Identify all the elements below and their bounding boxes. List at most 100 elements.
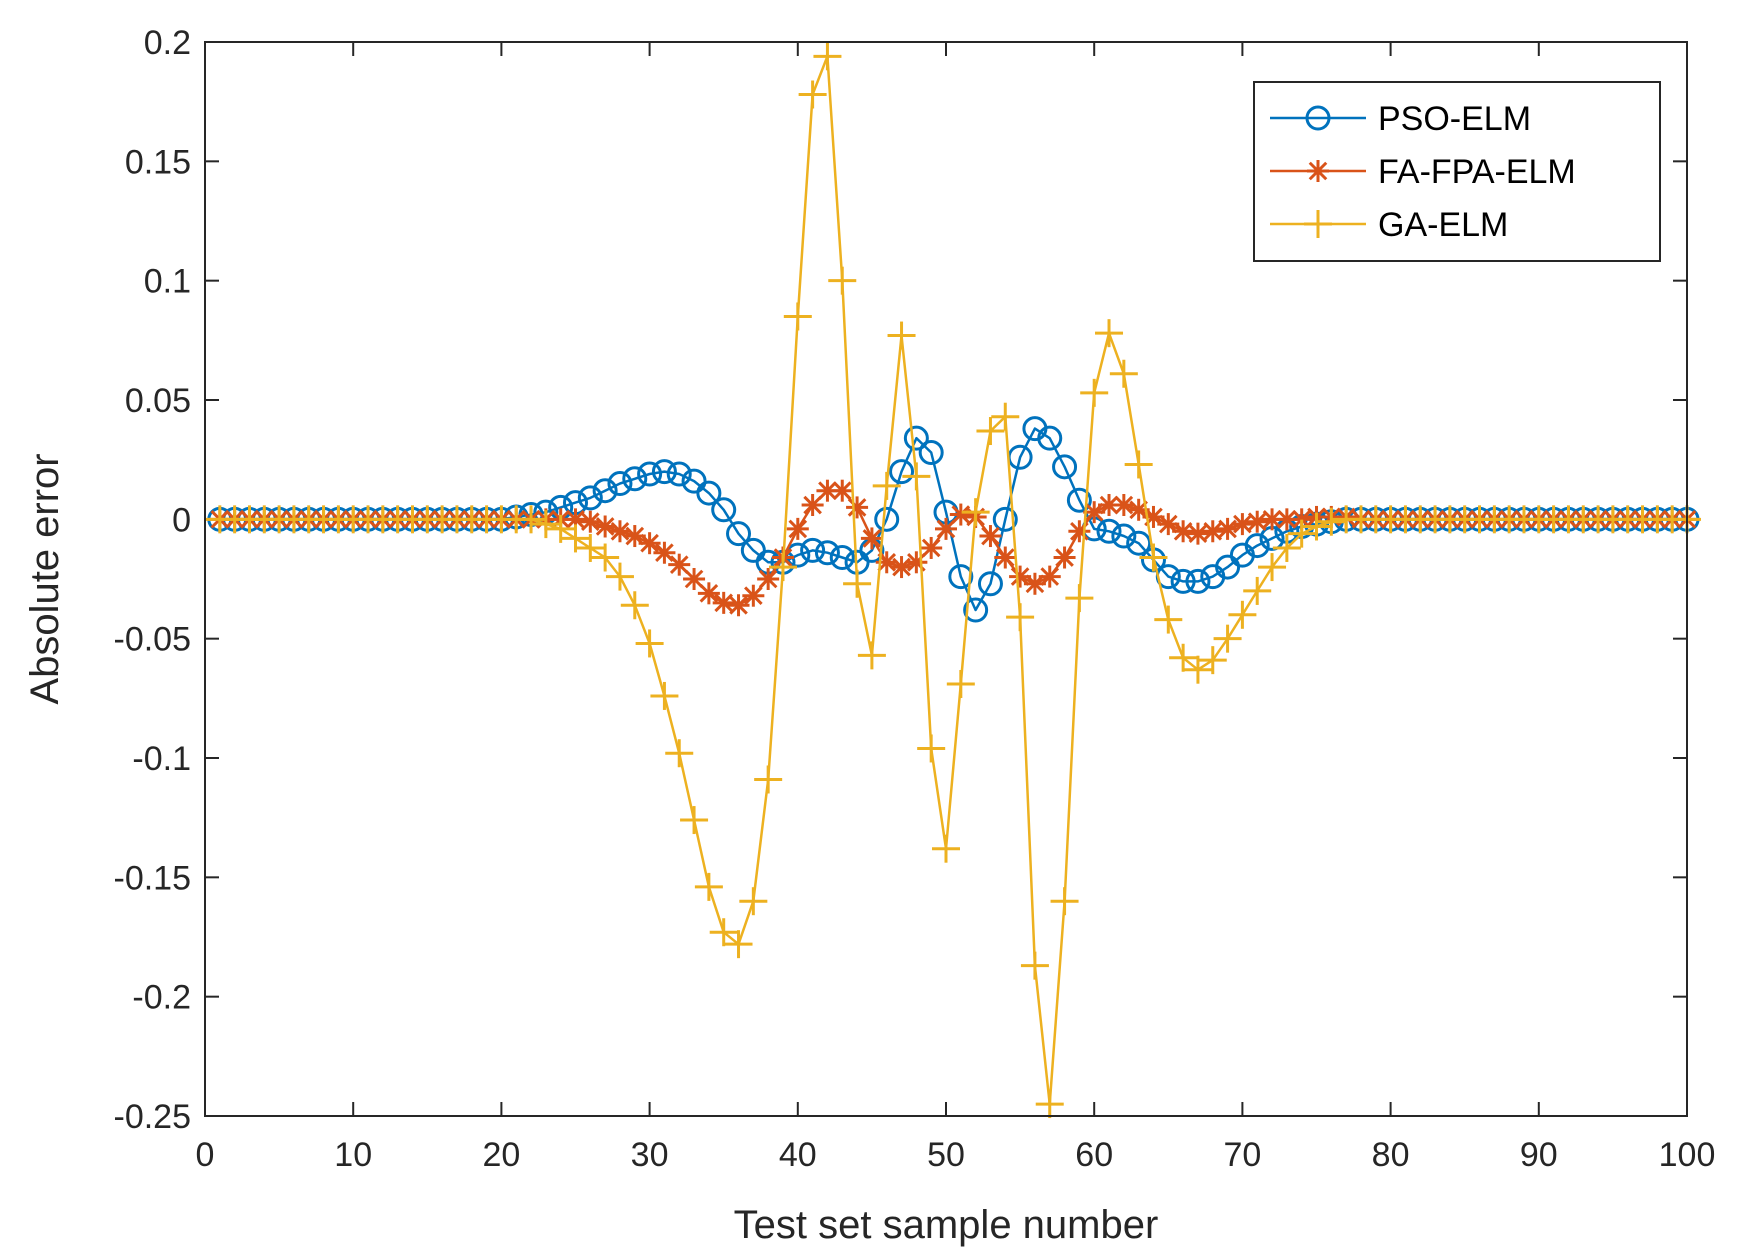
data-point-pso-elm bbox=[1066, 487, 1092, 513]
data-point-fa-fpa-elm bbox=[1098, 494, 1121, 517]
series-ga-elm bbox=[205, 42, 1701, 1119]
data-point-ga-elm bbox=[1006, 603, 1035, 632]
series-layer bbox=[205, 42, 1701, 1119]
y-axis-title: Absolute error bbox=[23, 453, 67, 704]
data-point-fa-fpa-elm bbox=[727, 594, 750, 617]
y-tick-label: -0.25 bbox=[114, 1098, 192, 1136]
asterisk-stroke bbox=[803, 495, 822, 515]
data-point-pso-elm bbox=[963, 597, 989, 623]
asterisk-stroke bbox=[1233, 514, 1252, 534]
data-point-pso-elm bbox=[992, 506, 1018, 532]
data-point-fa-fpa-elm bbox=[712, 591, 735, 614]
data-point-pso-elm bbox=[903, 425, 929, 451]
data-point-pso-elm bbox=[726, 521, 752, 547]
data-point-pso-elm bbox=[829, 545, 855, 571]
plot-box bbox=[204, 41, 1688, 1117]
data-point-ga-elm bbox=[724, 930, 753, 959]
asterisk-stroke bbox=[981, 526, 1000, 546]
asterisk-stroke bbox=[832, 481, 852, 501]
asterisk-stroke bbox=[610, 521, 630, 541]
data-point-ga-elm bbox=[887, 321, 916, 350]
data-point-ga-elm bbox=[902, 462, 931, 491]
data-point-fa-fpa-elm bbox=[668, 553, 691, 576]
data-point-fa-fpa-elm bbox=[697, 582, 720, 605]
data-point-ga-elm bbox=[991, 402, 1020, 431]
data-point-ga-elm bbox=[709, 918, 738, 947]
data-point-pso-elm bbox=[1215, 554, 1241, 580]
asterisk-stroke bbox=[640, 533, 659, 553]
asterisk-stroke bbox=[862, 529, 882, 548]
legend-label: GA-ELM bbox=[1378, 206, 1508, 244]
asterisk-stroke bbox=[1055, 548, 1074, 567]
asterisk-stroke bbox=[1188, 524, 1208, 543]
x-tick-label: 20 bbox=[482, 1136, 520, 1174]
x-tick-label: 40 bbox=[779, 1136, 817, 1174]
data-point-ga-elm bbox=[1213, 624, 1242, 653]
data-point-pso-elm bbox=[711, 497, 737, 523]
data-point-fa-fpa-elm bbox=[831, 479, 854, 502]
data-point-fa-fpa-elm bbox=[1038, 565, 1061, 588]
data-point-ga-elm bbox=[665, 739, 694, 768]
legend-marker-fa-fpa-elm bbox=[1307, 160, 1329, 182]
data-point-pso-elm bbox=[1037, 425, 1063, 451]
data-point-ga-elm bbox=[917, 734, 946, 763]
asterisk-stroke bbox=[995, 548, 1015, 567]
y-tick-label: 0 bbox=[172, 501, 191, 539]
data-point-ga-elm bbox=[1183, 655, 1212, 684]
data-point-fa-fpa-elm bbox=[801, 494, 824, 517]
asterisk-stroke bbox=[581, 512, 600, 532]
data-point-ga-elm bbox=[932, 834, 960, 863]
data-point-pso-elm bbox=[592, 478, 618, 504]
data-point-fa-fpa-elm bbox=[594, 515, 617, 538]
data-point-fa-fpa-elm bbox=[1275, 508, 1298, 531]
asterisk-stroke bbox=[714, 593, 734, 613]
y-tick-label: 0.05 bbox=[125, 382, 191, 420]
data-point-pso-elm bbox=[1111, 523, 1137, 549]
data-point-fa-fpa-elm bbox=[890, 556, 913, 579]
data-point-ga-elm bbox=[1065, 584, 1094, 613]
data-point-ga-elm bbox=[531, 510, 560, 539]
asterisk-stroke bbox=[655, 543, 674, 563]
data-point-pso-elm bbox=[874, 506, 900, 532]
data-point-ga-elm bbox=[1035, 1090, 1064, 1119]
asterisk-stroke bbox=[1203, 521, 1223, 541]
asterisk-stroke bbox=[1010, 567, 1030, 586]
asterisk-stroke bbox=[877, 552, 897, 572]
x-tick-label: 90 bbox=[1520, 1136, 1558, 1174]
data-point-ga-elm bbox=[1109, 359, 1138, 388]
asterisk-stroke bbox=[788, 519, 808, 539]
data-point-ga-elm bbox=[694, 872, 723, 901]
data-point-ga-elm bbox=[1020, 951, 1049, 980]
data-point-ga-elm bbox=[843, 569, 872, 598]
data-point-fa-fpa-elm bbox=[920, 536, 943, 559]
data-point-fa-fpa-elm bbox=[623, 525, 646, 548]
asterisk-stroke bbox=[936, 519, 956, 539]
asterisk-stroke bbox=[684, 569, 704, 589]
asterisk-stroke bbox=[1084, 502, 1104, 522]
data-point-ga-elm bbox=[650, 681, 679, 710]
asterisk-stroke bbox=[1308, 161, 1328, 181]
data-point-ga-elm bbox=[768, 553, 797, 582]
legend-label: FA-FPA-ELM bbox=[1378, 153, 1576, 191]
data-point-pso-elm bbox=[622, 466, 648, 492]
data-point-fa-fpa-elm bbox=[1172, 520, 1195, 543]
data-point-pso-elm bbox=[1244, 533, 1270, 559]
x-tick-label: 60 bbox=[1075, 1136, 1113, 1174]
data-point-fa-fpa-elm bbox=[786, 517, 809, 540]
asterisk-stroke bbox=[1277, 510, 1297, 529]
data-point-ga-elm bbox=[620, 591, 649, 620]
data-point-fa-fpa-elm bbox=[1186, 522, 1209, 545]
data-point-ga-elm bbox=[857, 641, 886, 670]
asterisk-stroke bbox=[921, 538, 941, 558]
data-point-ga-elm bbox=[961, 498, 990, 527]
asterisk-stroke bbox=[744, 586, 763, 606]
data-point-pso-elm bbox=[681, 468, 707, 494]
data-point-fa-fpa-elm bbox=[1201, 520, 1224, 543]
data-point-ga-elm bbox=[561, 524, 590, 553]
data-point-pso-elm bbox=[814, 540, 840, 566]
asterisk-stroke bbox=[951, 505, 971, 524]
asterisk-stroke bbox=[566, 510, 585, 529]
asterisk-stroke bbox=[699, 584, 719, 603]
data-point-ga-elm bbox=[1154, 605, 1183, 634]
